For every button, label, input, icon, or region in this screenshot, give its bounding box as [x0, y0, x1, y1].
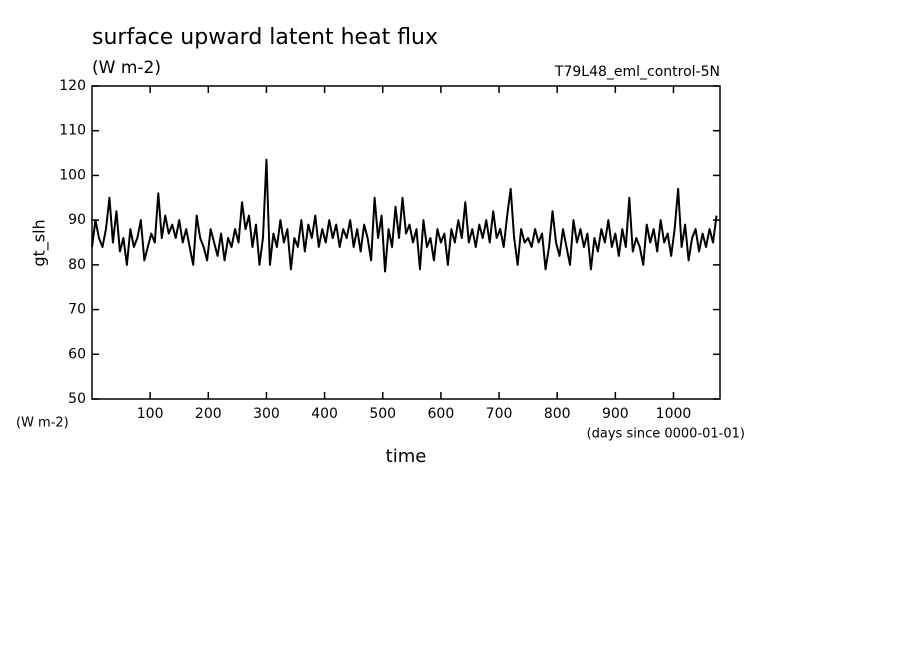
- data-line: [91, 158, 718, 273]
- y-tick-label: 90: [68, 212, 86, 228]
- x-units: (days since 0000-01-01): [587, 427, 745, 442]
- y-tick-label: 110: [59, 123, 86, 139]
- run-label: T79L48_eml_control-5N: [554, 64, 720, 80]
- y-tick-label: 50: [68, 391, 86, 407]
- y-tick-label: 60: [68, 346, 86, 362]
- x-tick-label: 200: [195, 406, 222, 422]
- y-tick-label: 120: [59, 78, 86, 94]
- x-tick-label: 900: [602, 406, 629, 422]
- chart-subtitle: (W m-2): [92, 58, 161, 78]
- y-tick-label: 70: [68, 302, 86, 318]
- x-tick-label: 800: [544, 406, 571, 422]
- x-tick-label: 300: [253, 406, 280, 422]
- y-axis-label: gt_slh: [30, 219, 50, 266]
- x-tick-label: 1000: [656, 406, 692, 422]
- y-units: (W m-2): [16, 416, 69, 431]
- x-tick-label: 400: [311, 406, 338, 422]
- x-tick-label: 600: [428, 406, 455, 422]
- x-tick-label: 500: [369, 406, 396, 422]
- x-tick-label: 100: [137, 406, 164, 422]
- x-tick-label: 700: [486, 406, 513, 422]
- chart-title: surface upward latent heat flux: [92, 25, 438, 50]
- y-tick-label: 80: [68, 257, 86, 273]
- x-axis-label: time: [386, 446, 427, 467]
- y-tick-label: 100: [59, 167, 86, 183]
